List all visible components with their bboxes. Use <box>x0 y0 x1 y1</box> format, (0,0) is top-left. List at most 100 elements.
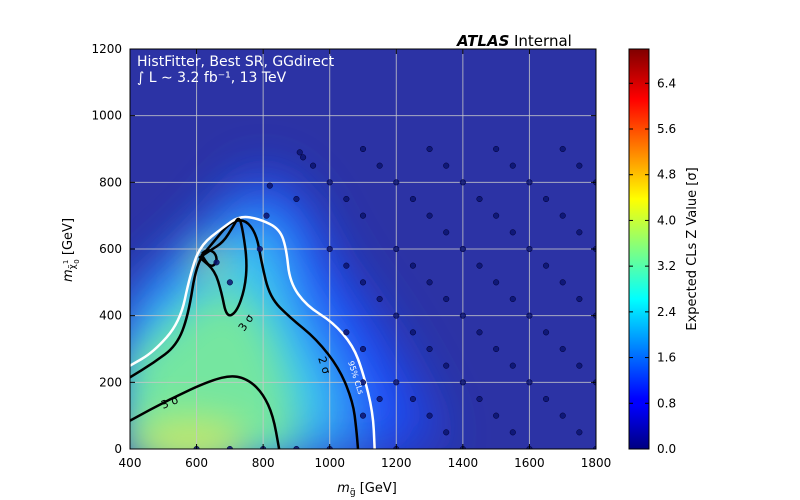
signal-point <box>310 162 317 169</box>
colorbar-tick-label: 5.6 <box>657 122 676 136</box>
signal-point <box>426 345 433 353</box>
signal-point <box>359 279 367 286</box>
signal-point <box>293 445 300 449</box>
signal-point <box>343 262 350 269</box>
colorbar-tick-label: 0.8 <box>657 396 676 410</box>
signal-point <box>559 412 566 419</box>
colorbar-tick-label: 0.0 <box>657 442 676 456</box>
axes: 400 600 800 1000 1200 1400 1600 1800 0 200 400 600 8… <box>91 42 611 470</box>
signal-point <box>359 379 367 386</box>
signal-point <box>326 245 333 253</box>
signal-point <box>576 295 583 303</box>
signal-point <box>393 379 400 386</box>
signal-point <box>543 195 550 203</box>
signal-point <box>266 182 273 189</box>
signal-point <box>326 179 333 186</box>
signal-point <box>426 212 433 219</box>
signal-point <box>359 345 367 353</box>
signal-point <box>263 212 270 219</box>
colorbar-tick-label: 1.6 <box>657 351 676 365</box>
signal-point <box>476 195 483 203</box>
signal-point <box>300 154 307 161</box>
contour-label-3sigma-lower: 3 σ <box>159 393 180 412</box>
signal-point <box>359 412 367 419</box>
signal-point <box>509 362 516 369</box>
signal-point <box>493 412 500 419</box>
signal-point <box>576 429 583 436</box>
signal-point <box>226 279 233 286</box>
colorbar-tick-label: 2.4 <box>657 305 676 319</box>
signal-point <box>559 279 566 286</box>
signal-point <box>493 212 500 219</box>
y-tick-label: 400 <box>99 309 122 323</box>
signal-point <box>409 195 416 203</box>
signal-point <box>559 345 566 353</box>
signal-point <box>376 162 383 169</box>
signal-point <box>476 329 483 336</box>
signal-point <box>559 145 566 153</box>
signal-point <box>509 162 516 169</box>
x-tick-label: 800 <box>252 456 275 470</box>
y-tick-label: 0 <box>114 442 122 456</box>
signal-point <box>526 312 533 319</box>
y-tick-label: 1000 <box>91 109 122 123</box>
signal-point <box>393 179 400 186</box>
signal-point <box>409 329 416 336</box>
contours <box>130 215 376 449</box>
heatmap-region-yellow-low <box>130 418 250 449</box>
signal-point <box>526 379 533 386</box>
signal-point <box>459 379 466 386</box>
signal-point <box>426 279 433 286</box>
signal-point <box>393 312 400 319</box>
signal-point <box>293 195 300 203</box>
signal-point <box>459 245 466 253</box>
info-line-1: HistFitter, Best SR, GGdirect <box>137 54 335 70</box>
signal-point <box>476 395 483 403</box>
signal-point <box>426 412 433 419</box>
signal-point <box>443 295 450 303</box>
x-tick-label: 1200 <box>381 456 412 470</box>
colorbar-label: Expected CLs Z Value [σ] <box>685 167 700 330</box>
colorbar-ticks: 0.0 0.8 1.6 2.4 3.2 4.0 4.8 5.6 6.4 <box>629 76 676 456</box>
signal-point <box>343 195 350 203</box>
signal-point <box>476 262 483 269</box>
contour-3sigma-lower <box>130 375 281 449</box>
signal-point <box>459 312 466 319</box>
y-axis-label: mχ̃1 0 [GeV] <box>61 218 81 282</box>
colorbar-tick-label: 3.2 <box>657 259 676 273</box>
signal-point <box>493 279 500 286</box>
signal-point <box>459 179 466 186</box>
signal-point <box>559 212 566 219</box>
signal-point <box>543 262 550 269</box>
contour-95cls <box>130 215 376 449</box>
signal-point <box>576 362 583 369</box>
signal-point <box>443 229 450 236</box>
signal-point <box>543 329 550 336</box>
x-tick-label: 600 <box>185 456 208 470</box>
heatmap <box>130 49 596 449</box>
signal-point <box>359 145 367 153</box>
signal-point <box>443 362 450 369</box>
x-tick-label: 1800 <box>581 456 612 470</box>
signal-point <box>526 245 533 253</box>
contour-label-2sigma: 2 σ <box>315 355 333 376</box>
x-axis-label: mg̃ [GeV] <box>337 481 397 498</box>
signal-point <box>509 429 516 436</box>
x-tick-label: 1600 <box>514 456 545 470</box>
signal-point <box>509 295 516 303</box>
x-tick-label: 400 <box>119 456 142 470</box>
info-line-2: ∫ L ∼ 3.2 fb⁻¹, 13 TeV <box>137 70 287 86</box>
contour-2sigma <box>130 219 360 449</box>
signal-point <box>376 295 383 303</box>
signal-point <box>576 162 583 169</box>
signal-point <box>213 259 220 266</box>
y-tick-label: 600 <box>99 242 122 256</box>
x-tick-label: 1000 <box>314 456 345 470</box>
colorbar-tick-label: 4.8 <box>657 168 676 182</box>
signal-point <box>409 262 416 269</box>
contour-3sigma-peak <box>200 249 218 268</box>
y-tick-label: 1200 <box>91 42 122 56</box>
signal-point <box>576 229 583 236</box>
signal-point <box>493 145 500 153</box>
